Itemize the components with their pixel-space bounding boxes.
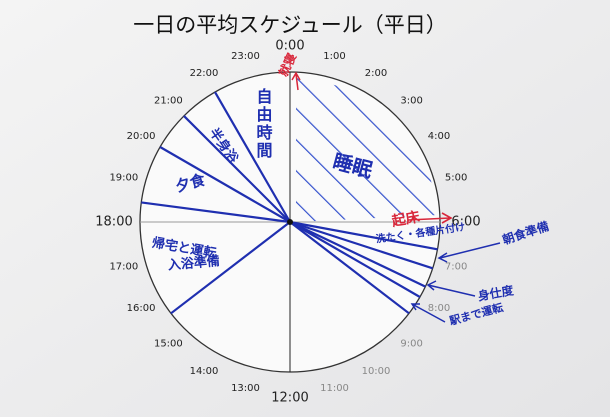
activity-boundary [289,221,426,288]
activity-boundary [214,91,291,223]
handwritten-note: 身仕度 [477,282,516,303]
handwritten-note: 入浴準備 [167,253,220,273]
hour-label: 7:00 [445,262,467,273]
hour-label: 5:00 [445,172,467,183]
activity-boundary [183,115,291,223]
hour-label: 8:00 [428,303,450,314]
activity-boundary [289,220,433,270]
activity-boundary [289,220,438,251]
bed-arrow [291,71,301,91]
hour-label: 18:00 [95,215,132,230]
center-dot [287,219,293,225]
hour-label: 17:00 [109,262,138,273]
hour-label: 4:00 [428,131,450,142]
hour-label: 6:00 [451,215,480,230]
hour-label: 15:00 [154,339,183,350]
activity-boundary [289,221,421,298]
handwritten-note: 起床 [389,208,421,230]
breakfast-arrow [437,242,501,263]
hour-label: 0:00 [275,39,304,54]
hour-label: 22:00 [190,68,219,79]
hour-label: 3:00 [400,95,422,106]
hour-label: 1:00 [323,51,345,62]
dress-arrow [426,280,476,297]
hour-label: 21:00 [154,95,183,106]
hour-label: 16:00 [127,303,156,314]
activity-boundary [159,146,291,223]
hour-label: 19:00 [109,172,138,183]
activity-boundary [289,221,410,315]
hour-label: 14:00 [190,366,219,377]
wake-arrow [407,212,453,224]
drive-arrow [410,303,446,323]
handwritten-note: 自由時間 [254,87,273,160]
hour-label: 9:00 [400,339,422,350]
hour-label: 23:00 [231,51,260,62]
activity-boundary [141,201,291,224]
hour-label: 10:00 [362,366,391,377]
hour-label: 20:00 [127,131,156,142]
hour-label: 12:00 [271,391,308,406]
hour-label: 13:00 [231,383,260,394]
hour-label: 11:00 [320,383,349,394]
activity-boundary [170,221,291,315]
title: 一日の平均スケジュール（平日） [133,13,447,37]
hour-label: 2:00 [365,68,387,79]
